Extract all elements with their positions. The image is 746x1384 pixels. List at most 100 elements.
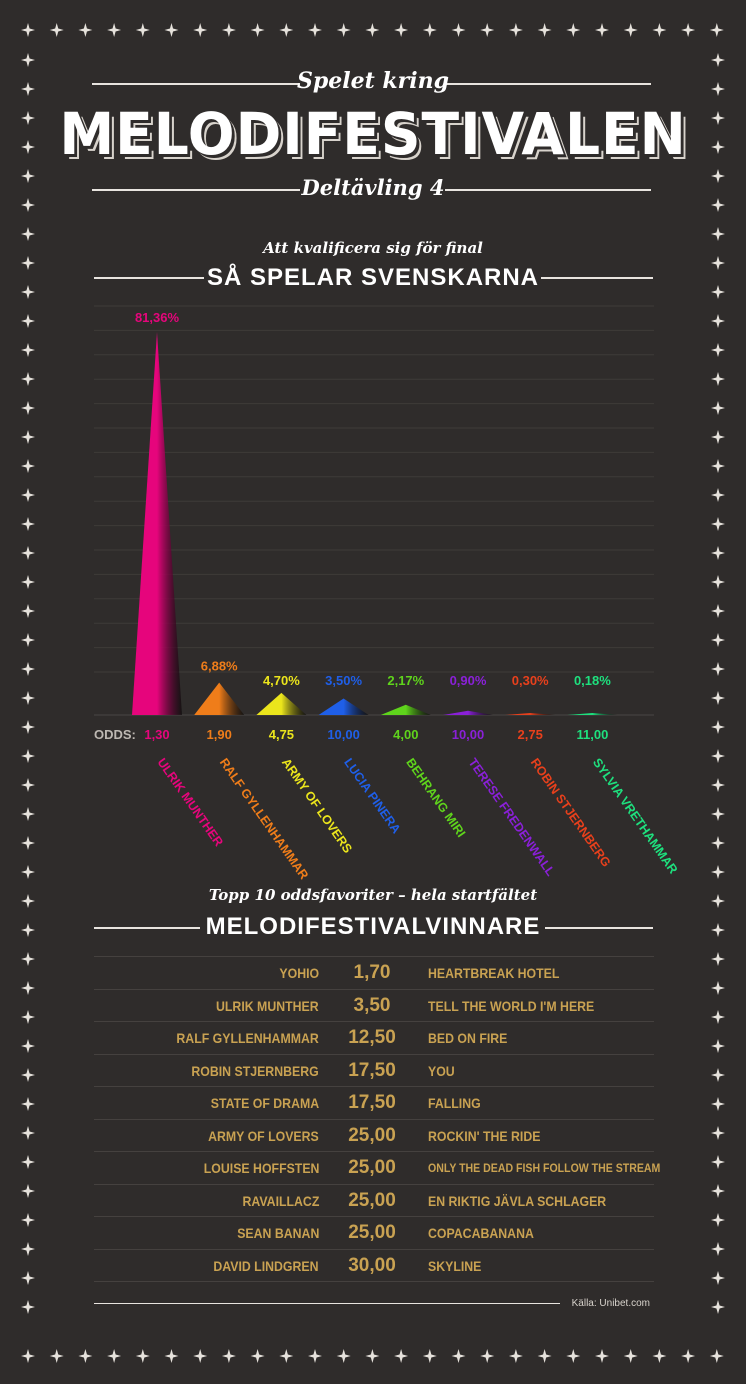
star-icon — [21, 53, 35, 67]
star-icon — [21, 778, 35, 792]
star-icon — [250, 1349, 265, 1363]
star-icon — [623, 1349, 638, 1363]
star-icon — [711, 691, 725, 705]
star-icon — [623, 23, 638, 37]
star-icon — [711, 894, 725, 908]
table-row: RAVAILLACZ 25,00 EN RIKTIG JÄVLA SCHLAGE… — [94, 1183, 654, 1217]
chart-kicker: Att kvalificera sig för final — [263, 239, 483, 257]
star-icon — [21, 1349, 35, 1363]
song-title: YOU — [428, 1062, 455, 1079]
table-row: ARMY OF LOVERS 25,00 ROCKIN' THE RIDE — [94, 1118, 654, 1152]
star-icon — [21, 923, 35, 937]
star-icon — [21, 227, 35, 241]
song-title: FALLING — [428, 1095, 481, 1111]
star-icon — [21, 1213, 35, 1227]
category-label: BEHRANG MIRI — [403, 756, 468, 840]
star-icon — [711, 372, 725, 386]
bar-ulrik-munther — [132, 332, 182, 715]
star-icon — [711, 169, 725, 183]
star-icon — [107, 1349, 122, 1363]
data-label: 0,18% — [574, 673, 611, 688]
star-icon — [711, 836, 725, 850]
bar-army-of-lovers — [256, 692, 307, 715]
artist-name: ARMY OF LOVERS — [208, 1127, 319, 1144]
chart-title: SÅ SPELAR SVENSKARNA — [206, 264, 540, 291]
star-icon — [709, 23, 724, 37]
table-row: ROBIN STJERNBERG 17,50 YOU — [94, 1053, 654, 1087]
star-icon — [711, 227, 725, 241]
star-icon — [711, 807, 725, 821]
star-icon — [135, 23, 150, 37]
song-title: ROCKIN' THE RIDE — [428, 1127, 541, 1144]
star-icon — [221, 1349, 236, 1363]
star-icon — [711, 546, 725, 560]
table-row: YOHIO 1,70 HEARTBREAK HOTEL — [94, 956, 654, 989]
header-rule-top-left — [92, 83, 300, 85]
song-title: HEARTBREAK HOTEL — [428, 965, 560, 981]
table-row: DAVID LINDGREN 30,00 SKYLINE — [94, 1248, 654, 1282]
song-title: SKYLINE — [428, 1257, 482, 1274]
star-icon — [21, 807, 35, 821]
data-label: 0,90% — [450, 673, 487, 688]
odds-value: 3,50 — [353, 994, 391, 1016]
odds-value: 25,00 — [348, 1189, 396, 1211]
star-icon — [711, 865, 725, 879]
star-icon — [595, 1349, 609, 1363]
data-label: 3,50% — [325, 673, 362, 688]
star-icon — [21, 256, 35, 270]
star-icon — [21, 575, 35, 589]
artist-name: RAVAILLACZ — [242, 1192, 319, 1209]
star-icon — [480, 23, 495, 37]
star-icon — [21, 1184, 35, 1198]
footer-rule — [94, 1303, 560, 1304]
artist-name: DAVID LINDGREN — [213, 1257, 319, 1274]
category-label: ULRIK MUNTHER — [155, 756, 226, 849]
star-icon — [193, 1349, 208, 1363]
star-icon — [711, 53, 725, 67]
odds-label: 4,00 — [393, 727, 418, 742]
star-icon — [711, 1242, 725, 1256]
artist-name: RALF GYLLENHAMMAR — [176, 1030, 319, 1046]
star-icon — [681, 23, 696, 37]
star-icon — [711, 778, 725, 792]
star-icon — [681, 1349, 696, 1363]
data-label: 0,30% — [512, 673, 549, 688]
artist-name: YOHIO — [279, 965, 319, 981]
star-icon — [21, 952, 35, 966]
odds-value: 25,00 — [348, 1157, 396, 1178]
page-title: MELODIFESTIVALEN — [59, 100, 687, 168]
star-icon — [21, 82, 35, 96]
star-icon — [422, 23, 437, 37]
header-subtitle: Deltävling 4 — [301, 175, 445, 200]
odds-axis-label: ODDS: — [94, 727, 136, 742]
star-icon — [652, 1349, 667, 1363]
song-title: EN RIKTIG JÄVLA SCHLAGER — [428, 1192, 607, 1209]
star-icon — [21, 459, 35, 473]
star-icon — [21, 1010, 35, 1024]
star-icon — [711, 749, 725, 763]
bar-ralf-gyllenhammar — [194, 682, 245, 715]
star-icon — [21, 981, 35, 995]
star-icon — [21, 720, 35, 734]
star-icon — [365, 1349, 380, 1363]
star-icon — [711, 1184, 725, 1198]
chart-rule-left — [94, 277, 204, 279]
star-icon — [78, 23, 93, 37]
star-icon — [451, 23, 466, 37]
header-rule-top-right — [445, 83, 651, 85]
star-icon — [193, 23, 208, 37]
star-icon — [566, 23, 581, 37]
star-icon — [711, 981, 725, 995]
odds-label: 10,00 — [452, 727, 485, 742]
star-icon — [21, 198, 35, 212]
star-icon — [21, 111, 35, 125]
star-icon — [711, 1039, 725, 1053]
star-icon — [336, 23, 351, 37]
star-icon — [21, 749, 35, 763]
data-label: 2,17% — [387, 673, 424, 688]
song-title: COPACABANANA — [428, 1225, 534, 1241]
star-icon — [711, 343, 725, 357]
star-icon — [21, 401, 35, 415]
data-label: 81,36% — [135, 310, 180, 325]
